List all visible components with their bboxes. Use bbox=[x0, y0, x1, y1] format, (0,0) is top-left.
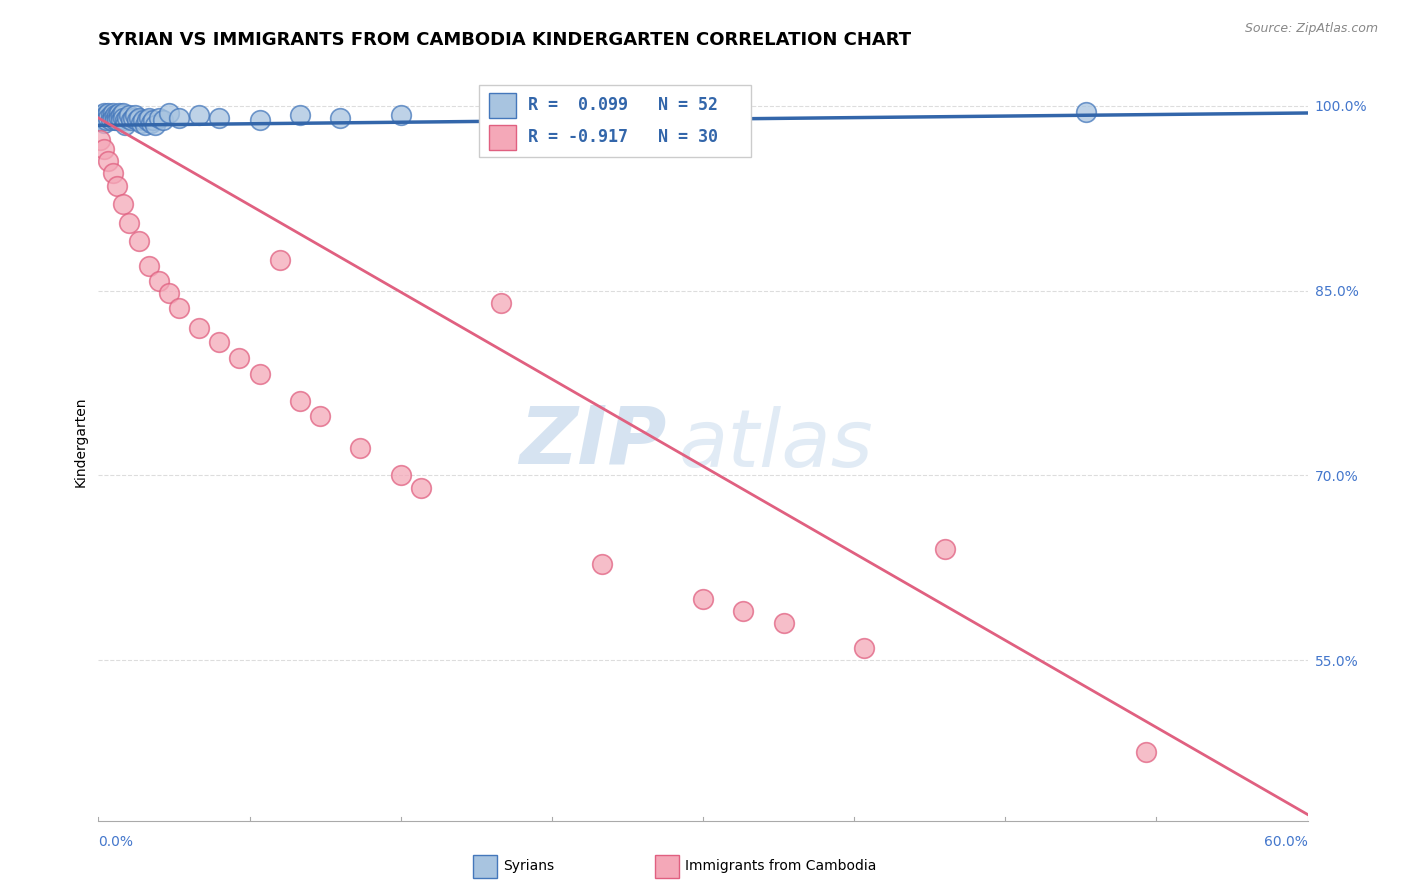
Point bbox=[853, 641, 876, 656]
Point bbox=[107, 111, 129, 125]
Point bbox=[129, 116, 152, 130]
Point bbox=[91, 108, 114, 122]
Point bbox=[91, 113, 114, 128]
Point bbox=[101, 166, 124, 180]
FancyBboxPatch shape bbox=[474, 855, 498, 878]
Point bbox=[772, 616, 794, 631]
Point bbox=[135, 113, 157, 128]
Point bbox=[101, 111, 124, 125]
Text: Immigrants from Cambodia: Immigrants from Cambodia bbox=[685, 859, 876, 873]
Point bbox=[93, 142, 115, 156]
Point bbox=[111, 111, 134, 125]
Point bbox=[97, 154, 120, 169]
Point bbox=[1135, 745, 1157, 759]
Point bbox=[934, 542, 956, 557]
Point bbox=[89, 133, 111, 147]
Point bbox=[111, 197, 134, 211]
Point bbox=[120, 113, 142, 128]
FancyBboxPatch shape bbox=[655, 855, 679, 878]
Point bbox=[125, 113, 148, 128]
Point bbox=[188, 108, 211, 122]
Point bbox=[1074, 104, 1097, 119]
Text: atlas: atlas bbox=[679, 407, 873, 484]
Point bbox=[249, 113, 271, 128]
Point bbox=[142, 113, 165, 128]
Point bbox=[329, 111, 352, 125]
Point bbox=[101, 106, 124, 120]
Point bbox=[288, 108, 311, 122]
Text: R =  0.099   N = 52: R = 0.099 N = 52 bbox=[527, 96, 717, 114]
Text: Source: ZipAtlas.com: Source: ZipAtlas.com bbox=[1244, 22, 1378, 36]
Point bbox=[128, 234, 150, 248]
Point bbox=[93, 116, 115, 130]
Point bbox=[100, 113, 122, 128]
Point bbox=[107, 106, 129, 120]
Text: Syrians: Syrians bbox=[503, 859, 554, 873]
Point bbox=[139, 116, 162, 130]
Point bbox=[96, 113, 118, 128]
Point bbox=[110, 113, 132, 128]
FancyBboxPatch shape bbox=[489, 125, 516, 150]
Text: SYRIAN VS IMMIGRANTS FROM CAMBODIA KINDERGARTEN CORRELATION CHART: SYRIAN VS IMMIGRANTS FROM CAMBODIA KINDE… bbox=[98, 31, 911, 49]
Point bbox=[134, 118, 156, 132]
Point bbox=[100, 108, 122, 122]
Point bbox=[93, 111, 115, 125]
Point bbox=[93, 106, 115, 120]
Point bbox=[157, 106, 180, 120]
Point bbox=[249, 368, 271, 382]
Point bbox=[148, 274, 170, 288]
Point bbox=[111, 106, 134, 120]
Point bbox=[167, 301, 190, 315]
Point bbox=[591, 558, 613, 572]
Point bbox=[491, 296, 513, 310]
Point bbox=[110, 108, 132, 122]
Point bbox=[208, 335, 231, 350]
Point bbox=[309, 409, 332, 424]
Y-axis label: Kindergarten: Kindergarten bbox=[73, 396, 87, 487]
Point bbox=[349, 442, 371, 456]
Point bbox=[114, 118, 136, 132]
Point bbox=[121, 111, 143, 125]
Point bbox=[105, 108, 128, 122]
Point bbox=[288, 394, 311, 409]
Point bbox=[114, 113, 136, 128]
Point bbox=[188, 320, 211, 334]
Point bbox=[733, 604, 755, 618]
Point bbox=[692, 591, 714, 606]
Point bbox=[143, 118, 166, 132]
Point bbox=[118, 216, 141, 230]
Point bbox=[389, 468, 412, 483]
Point bbox=[167, 111, 190, 125]
Point bbox=[103, 108, 125, 122]
Point bbox=[97, 106, 120, 120]
FancyBboxPatch shape bbox=[489, 93, 516, 118]
Text: R = -0.917   N = 30: R = -0.917 N = 30 bbox=[527, 128, 717, 146]
Point bbox=[96, 108, 118, 122]
Point bbox=[389, 108, 412, 122]
Point bbox=[105, 113, 128, 128]
Point bbox=[128, 111, 150, 125]
Point bbox=[89, 111, 111, 125]
Text: 60.0%: 60.0% bbox=[1264, 836, 1308, 849]
Point bbox=[118, 108, 141, 122]
Point bbox=[103, 113, 125, 128]
Point bbox=[228, 351, 250, 366]
Point bbox=[97, 111, 120, 125]
Point bbox=[132, 113, 155, 128]
Point bbox=[138, 259, 160, 273]
Point bbox=[105, 178, 128, 193]
FancyBboxPatch shape bbox=[479, 85, 751, 157]
Text: 0.0%: 0.0% bbox=[98, 836, 134, 849]
Point bbox=[148, 111, 170, 125]
Point bbox=[115, 111, 138, 125]
Point bbox=[124, 108, 146, 122]
Point bbox=[269, 252, 291, 267]
Point bbox=[152, 113, 174, 128]
Text: ZIP: ZIP bbox=[519, 402, 666, 481]
Point bbox=[208, 111, 231, 125]
Point bbox=[409, 481, 432, 495]
Point bbox=[138, 111, 160, 125]
Point bbox=[157, 285, 180, 300]
